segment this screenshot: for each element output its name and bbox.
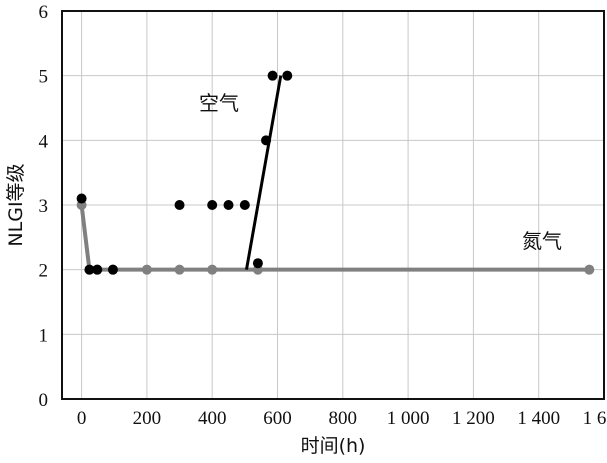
data-point-air — [252, 258, 263, 269]
y-tick-label: 5 — [39, 67, 49, 88]
series-label-air: 空气 — [199, 91, 239, 115]
y-tick-label: 6 — [39, 2, 49, 23]
x-tick-label: 1 200 — [452, 408, 495, 429]
data-point-air — [76, 193, 87, 204]
y-tick-label: 0 — [39, 390, 49, 411]
x-tick-label: 200 — [133, 408, 162, 429]
x-axis-title: 时间(h) — [301, 435, 366, 457]
series-label-nitrogen: 氮气 — [522, 229, 562, 253]
y-tick-label: 4 — [39, 131, 49, 152]
data-point-air — [261, 135, 272, 146]
data-point-nitrogen — [141, 264, 152, 275]
data-point-air — [207, 200, 218, 210]
data-point-air — [92, 264, 103, 275]
x-tick-label: 600 — [263, 408, 292, 429]
data-point-air — [84, 264, 95, 275]
series-layer — [76, 70, 595, 275]
data-point-air — [223, 200, 234, 210]
data-point-air — [239, 200, 250, 210]
data-point-nitrogen — [174, 264, 185, 275]
y-axis-title: NLGI等级 — [5, 163, 27, 246]
x-tick-label: 400 — [198, 408, 227, 429]
data-point-air — [282, 70, 293, 81]
x-tick-label: 1 400 — [517, 408, 560, 429]
x-tick-label: 1 600 — [583, 408, 607, 429]
plot-frame — [61, 10, 605, 400]
data-point-nitrogen — [207, 264, 218, 275]
y-tick-label: 1 — [39, 325, 49, 346]
y-tick-label: 3 — [39, 196, 49, 217]
y-tick-label: 2 — [39, 261, 49, 282]
data-point-air — [267, 70, 278, 81]
y-axis-tick-labels: 0 1 2 3 4 5 6 — [39, 2, 49, 411]
data-point-air — [174, 200, 185, 210]
x-axis-tick-labels: 0 200 400 600 800 1 000 1 200 1 400 1 600 — [77, 408, 607, 429]
trend-line-air — [244, 75, 283, 270]
x-tick-label: 1 000 — [387, 408, 430, 429]
data-point-nitrogen — [584, 264, 595, 275]
data-point-air — [107, 264, 118, 275]
x-tick-label: 800 — [329, 408, 358, 429]
x-tick-label: 0 — [77, 408, 87, 429]
